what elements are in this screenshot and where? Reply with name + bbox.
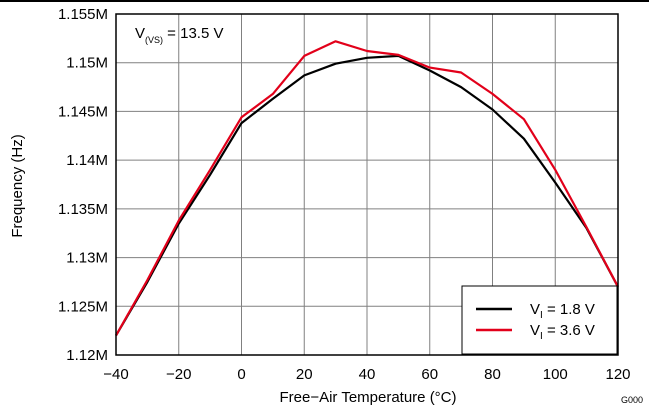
legend-box (461, 285, 618, 355)
legend-label-series-2: VI = 3.6 V (530, 322, 595, 342)
y-tick-label: 1.15M (66, 55, 108, 72)
x-tick-label: −40 (103, 366, 128, 383)
x-axis-label: Free−Air Temperature (°C) (279, 389, 456, 406)
y-tick-label: 1.13M (66, 250, 108, 267)
x-tick-label: 0 (237, 366, 245, 383)
y-axis-label: Frequency (Hz) (9, 134, 26, 237)
x-tick-label: −20 (166, 366, 191, 383)
annotation-rest: = 13.5 V (163, 25, 223, 42)
y-tick-label: 1.145M (58, 103, 108, 120)
x-tick-label: 60 (421, 366, 438, 383)
series-layer (115, 40, 619, 337)
y-tick-label: 1.155M (58, 6, 108, 23)
y-tick-label: 1.12M (66, 347, 108, 364)
series-line-2 (115, 40, 619, 337)
top-rule (0, 0, 649, 2)
y-tick-label: 1.14M (66, 152, 108, 169)
x-tick-labels: −40 −20 0 20 40 60 80 100 120 (103, 366, 630, 383)
plot-frame (115, 13, 619, 356)
legend: VI = 1.8 V VI = 3.6 V (461, 285, 618, 355)
y-tick-labels: 1.12M 1.125M 1.13M 1.135M 1.14M 1.145M 1.15M 1.… (58, 6, 108, 364)
annotation-base: V (135, 25, 145, 42)
y-tick-label: 1.125M (58, 298, 108, 315)
y-tick-label: 1.135M (58, 201, 108, 218)
svg-text:V(VS) = 13.5 V: V(VS) = 13.5 V (135, 25, 223, 45)
x-tick-label: 80 (484, 366, 501, 383)
annotation-sub: (VS) (145, 35, 163, 45)
x-tick-label: 20 (296, 366, 313, 383)
x-tick-label: 100 (543, 366, 568, 383)
figure-footnote: G000 (621, 395, 643, 405)
vs-annotation: V(VS) = 13.5 V (135, 25, 223, 45)
series-line-1 (115, 54, 619, 337)
x-tick-label: 40 (359, 366, 376, 383)
legend-label-series-1: VI = 1.8 V (530, 301, 595, 321)
x-tick-label: 120 (605, 366, 630, 383)
